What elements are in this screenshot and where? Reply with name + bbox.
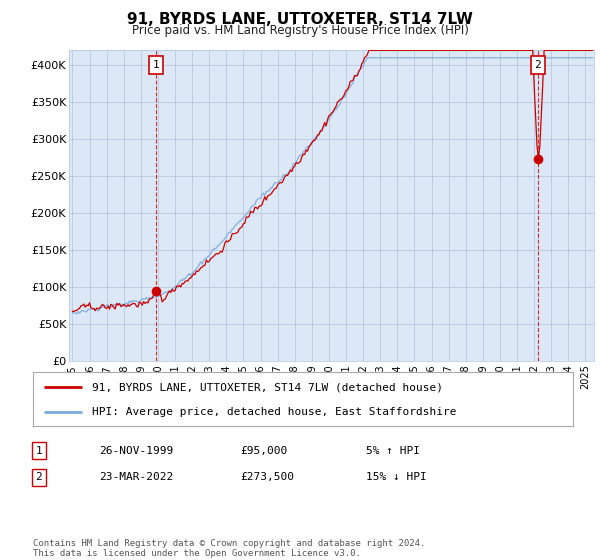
- Text: 26-NOV-1999: 26-NOV-1999: [99, 446, 173, 456]
- Text: 1: 1: [153, 60, 160, 70]
- Text: Contains HM Land Registry data © Crown copyright and database right 2024.
This d: Contains HM Land Registry data © Crown c…: [33, 539, 425, 558]
- Text: 5% ↑ HPI: 5% ↑ HPI: [366, 446, 420, 456]
- Text: HPI: Average price, detached house, East Staffordshire: HPI: Average price, detached house, East…: [92, 407, 457, 417]
- Text: £95,000: £95,000: [240, 446, 287, 456]
- Text: 1: 1: [35, 446, 43, 456]
- Text: 91, BYRDS LANE, UTTOXETER, ST14 7LW: 91, BYRDS LANE, UTTOXETER, ST14 7LW: [127, 12, 473, 27]
- Text: Price paid vs. HM Land Registry's House Price Index (HPI): Price paid vs. HM Land Registry's House …: [131, 24, 469, 36]
- Text: 15% ↓ HPI: 15% ↓ HPI: [366, 472, 427, 482]
- Text: 2: 2: [535, 60, 541, 70]
- Text: £273,500: £273,500: [240, 472, 294, 482]
- Text: 23-MAR-2022: 23-MAR-2022: [99, 472, 173, 482]
- Text: 91, BYRDS LANE, UTTOXETER, ST14 7LW (detached house): 91, BYRDS LANE, UTTOXETER, ST14 7LW (det…: [92, 382, 443, 393]
- Text: 2: 2: [35, 472, 43, 482]
